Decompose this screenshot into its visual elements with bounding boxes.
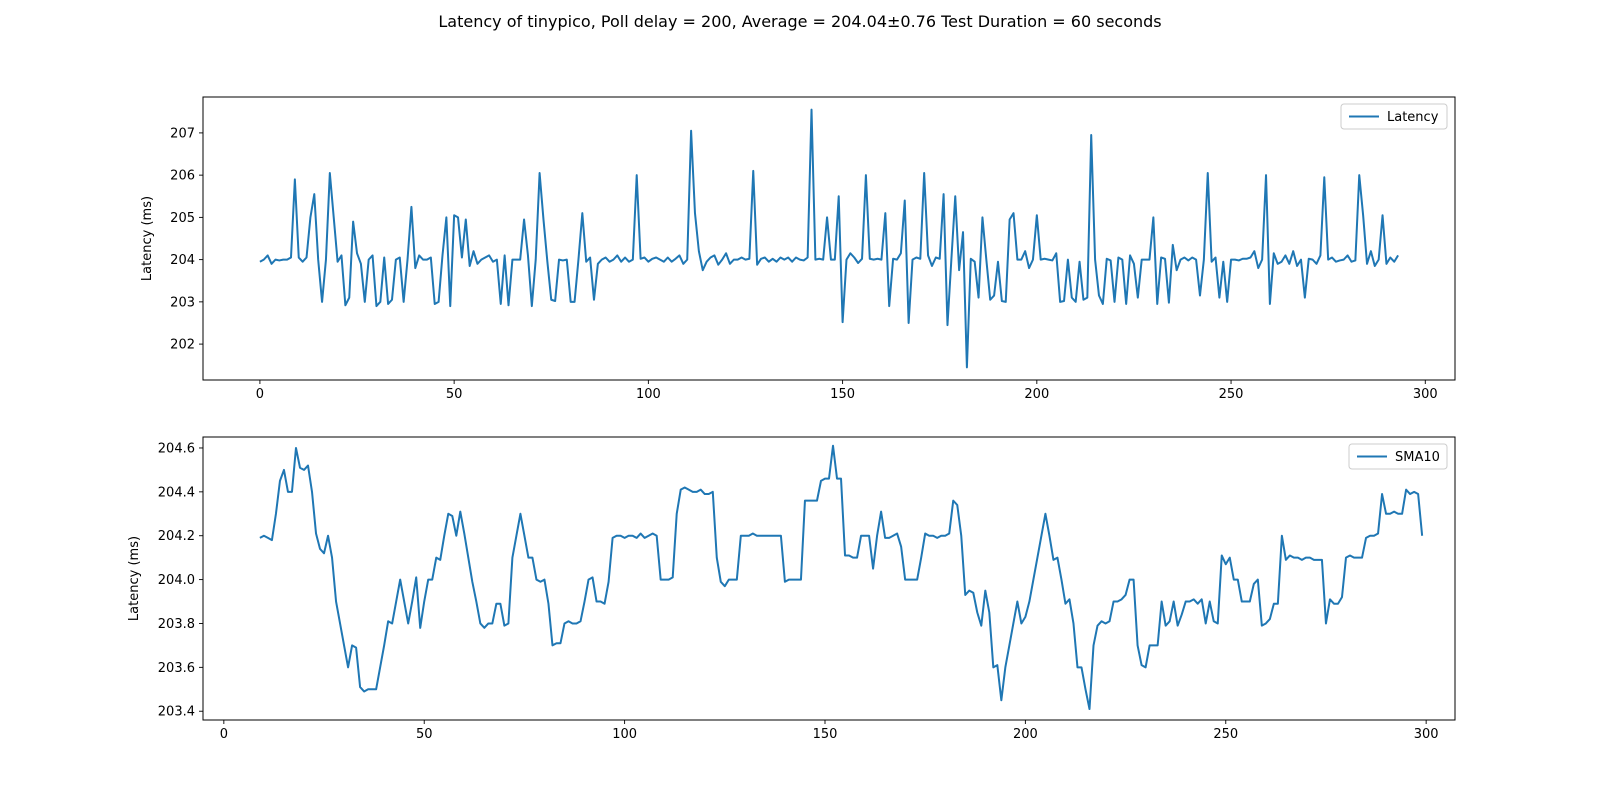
y-tick-label: 203.6 bbox=[158, 661, 195, 676]
x-tick-label: 300 bbox=[1414, 727, 1439, 742]
axes-frame bbox=[202, 96, 1456, 381]
x-tick-label: 250 bbox=[1219, 387, 1244, 402]
y-tick-label: 204.0 bbox=[158, 573, 195, 588]
x-tick-label: 0 bbox=[256, 387, 264, 402]
y-tick-label: 204.6 bbox=[158, 441, 195, 456]
legend-label: SMA10 bbox=[1395, 450, 1440, 465]
x-tick-label: 150 bbox=[813, 727, 838, 742]
y-tick-label: 203.4 bbox=[158, 705, 195, 720]
sma10-series-line bbox=[259, 444, 1424, 711]
y-tick-label: 204.4 bbox=[158, 485, 195, 500]
legend-box bbox=[1340, 103, 1448, 130]
x-tick-label: 50 bbox=[446, 387, 463, 402]
y-axis-label: Latency (ms) bbox=[140, 196, 155, 281]
y-tick-label: 203.8 bbox=[158, 617, 195, 632]
x-tick-label: 100 bbox=[636, 387, 661, 402]
legend: Latency bbox=[1340, 103, 1448, 130]
y-tick-label: 206 bbox=[170, 169, 195, 184]
x-tick-label: 100 bbox=[612, 727, 637, 742]
x-tick-label: 250 bbox=[1213, 727, 1238, 742]
x-tick-label: 200 bbox=[1013, 727, 1038, 742]
x-tick-label: 200 bbox=[1024, 387, 1049, 402]
y-tick-label: 203 bbox=[170, 295, 195, 310]
y-tick-label: 207 bbox=[170, 126, 195, 141]
y-tick-label: 204.2 bbox=[158, 529, 195, 544]
y-tick-label: 204 bbox=[170, 253, 195, 268]
axes-frame bbox=[202, 436, 1456, 721]
y-tick-label: 202 bbox=[170, 338, 195, 353]
x-tick-label: 0 bbox=[220, 727, 228, 742]
x-tick-label: 300 bbox=[1413, 387, 1438, 402]
legend-box bbox=[1348, 443, 1448, 470]
latency-series-line bbox=[259, 108, 1399, 369]
x-tick-label: 150 bbox=[830, 387, 855, 402]
legend-label: Latency bbox=[1387, 110, 1439, 125]
latency-panel: 0 50 100 150 200 250 300 202 203 204 205 206 207 Late… bbox=[140, 96, 1456, 402]
x-tick-label: 50 bbox=[416, 727, 433, 742]
legend: SMA10 bbox=[1348, 443, 1448, 470]
figure-title: Latency of tinypico, Poll delay = 200, A… bbox=[438, 12, 1162, 31]
y-tick-label: 205 bbox=[170, 211, 195, 226]
sma10-panel: 0 50 100 150 200 250 300 203.4 203.6 203.8 204.0 20… bbox=[127, 436, 1456, 742]
y-axis-label: Latency (ms) bbox=[127, 536, 142, 621]
